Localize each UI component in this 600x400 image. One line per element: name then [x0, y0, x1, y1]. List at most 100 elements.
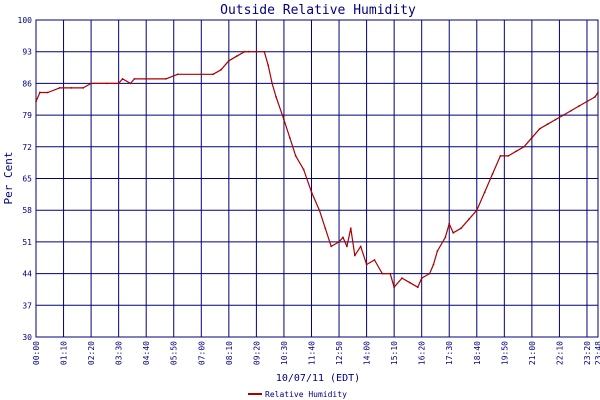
data-point	[283, 118, 285, 121]
x-tick-labels: 00:00 01:10 02:20 03:30 04:40 05:50 07:00 08:10…	[32, 341, 600, 365]
y-tick-label: 51	[22, 238, 32, 247]
data-point	[294, 155, 297, 157]
data-point	[105, 82, 108, 85]
data-point	[70, 87, 73, 89]
data-point	[200, 73, 203, 76]
data-point	[62, 87, 65, 89]
data-point	[448, 222, 451, 225]
data-point	[255, 50, 258, 53]
data-point	[420, 277, 423, 279]
data-point	[243, 50, 246, 53]
data-point	[515, 150, 517, 153]
y-tick-label: 79	[22, 111, 32, 120]
x-tick-label: 00:00	[32, 341, 41, 365]
data-point	[117, 82, 120, 85]
data-point	[90, 82, 92, 85]
data-point	[507, 155, 510, 157]
data-point	[324, 227, 327, 230]
data-point	[145, 78, 148, 80]
x-tick-label: 17:30	[445, 341, 454, 365]
data-point	[373, 259, 376, 261]
data-point	[227, 59, 230, 62]
grid	[35, 19, 599, 338]
data-point	[381, 272, 384, 275]
series-layer	[35, 50, 599, 289]
chart-title: Outside Relative Humidity	[220, 3, 416, 18]
x-axis-label: 10/07/11 (EDT)	[276, 373, 360, 384]
data-point	[121, 78, 124, 80]
y-axis-label: Per Cent	[2, 152, 15, 205]
y-tick-labels: 100 93 86 79 72 65 58 51 44 37 30	[18, 16, 33, 342]
data-point	[338, 241, 340, 243]
data-point	[46, 91, 49, 94]
data-point	[129, 82, 132, 85]
x-tick-label: 23:48	[594, 341, 600, 365]
data-point	[220, 68, 222, 71]
data-point	[475, 209, 478, 212]
data-point	[483, 191, 486, 194]
data-point	[597, 91, 599, 94]
x-tick-label: 05:50	[170, 341, 179, 365]
x-tick-label: 01:10	[60, 341, 69, 365]
data-point	[176, 73, 179, 76]
y-tick-label: 30	[22, 333, 32, 342]
data-point	[263, 50, 266, 53]
x-tick-label: 19:50	[500, 341, 509, 365]
data-point	[409, 281, 411, 284]
data-point	[546, 123, 549, 126]
data-point	[212, 73, 215, 76]
data-point	[365, 263, 368, 266]
x-tick-label: 02:20	[87, 341, 96, 365]
data-point	[389, 272, 392, 275]
data-point	[570, 109, 573, 112]
x-tick-label: 12:50	[335, 341, 344, 365]
y-tick-label: 100	[18, 16, 33, 25]
data-point	[531, 136, 533, 139]
x-tick-label: 15:10	[390, 341, 399, 365]
y-tick-label: 86	[22, 79, 32, 88]
data-point	[416, 286, 419, 289]
data-point	[310, 191, 313, 194]
x-tick-label: 09:20	[252, 341, 261, 365]
data-point	[39, 91, 41, 94]
data-point	[318, 209, 321, 212]
x-tick-label: 23:20	[583, 341, 592, 365]
data-point	[302, 168, 305, 171]
x-tick-label: 04:40	[142, 341, 151, 365]
data-point	[349, 227, 352, 230]
y-tick-label: 44	[22, 270, 32, 279]
data-point	[491, 173, 494, 175]
data-point	[35, 100, 37, 103]
data-point	[523, 145, 525, 148]
data-point	[235, 55, 238, 58]
data-point	[165, 78, 167, 80]
data-point	[468, 218, 470, 221]
y-tick-label: 65	[22, 175, 32, 184]
x-tick-label: 08:10	[225, 341, 234, 365]
data-point	[133, 78, 136, 80]
data-point	[330, 245, 333, 248]
data-point	[452, 231, 455, 234]
data-point	[562, 114, 565, 116]
data-point	[594, 96, 596, 98]
data-point	[359, 245, 362, 248]
x-tick-label: 11:40	[307, 341, 316, 365]
data-point	[346, 245, 348, 248]
x-tick-label: 07:00	[197, 341, 206, 365]
x-tick-label: 14:00	[363, 341, 372, 365]
data-point	[578, 105, 580, 107]
data-point	[271, 82, 273, 85]
data-point	[428, 272, 431, 275]
data-point	[436, 250, 439, 252]
data-point	[393, 286, 395, 289]
x-tick-label: 10:30	[280, 341, 289, 365]
data-point	[82, 87, 85, 89]
data-point	[247, 50, 250, 53]
x-tick-label: 03:30	[115, 341, 124, 365]
legend: Relative Humidity	[248, 390, 347, 399]
data-point	[288, 136, 291, 139]
data-point	[401, 277, 403, 279]
x-tick-label: 22:10	[555, 341, 564, 365]
data-point	[267, 64, 270, 67]
